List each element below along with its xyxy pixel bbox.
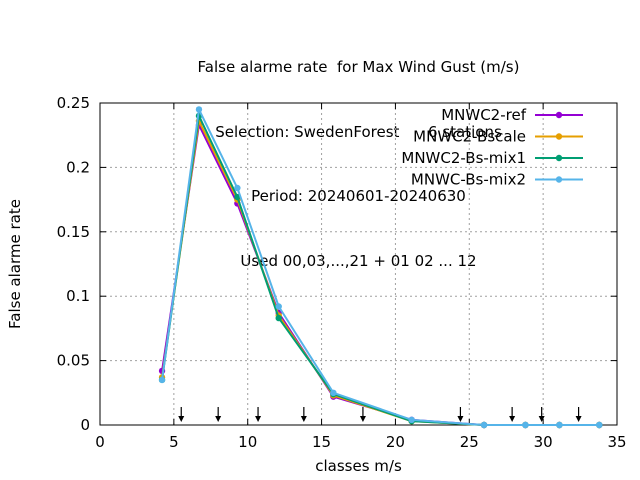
y-tick-label: 0.1 (66, 287, 90, 305)
x-tick-label: 25 (460, 433, 479, 451)
title-line-2: Selection: SwedenForest 6 stations (215, 122, 502, 141)
arrow-markers (178, 407, 582, 422)
series-MNWC2-Bs-mix1 (158, 112, 603, 429)
y-tick-label: 0.2 (66, 158, 90, 176)
data-point (234, 184, 241, 192)
data-point (596, 421, 603, 429)
legend-label: MNWC2-Bscale (413, 128, 526, 146)
x-tick-label: 5 (169, 433, 179, 451)
legend-label: MNWC2-Bs-mix1 (401, 149, 526, 167)
data-point (480, 421, 488, 429)
data-point (275, 314, 282, 322)
axis-ticks: 0 5 10 15 20 25 30 35 0 0.05 0.1 0.15 0.2 0.25 (57, 94, 627, 451)
legend-label: MNWC-Bs-mix2 (411, 171, 526, 189)
arrow-marker-icon (538, 416, 545, 422)
legend-marker (555, 111, 563, 119)
y-tick-label: 0.25 (57, 94, 90, 112)
y-tick-label: 0.05 (57, 352, 90, 370)
chart-title: False alarme rate for Max Wind Gust (m/s… (100, 14, 617, 294)
y-tick-label: 0.15 (57, 223, 90, 241)
arrow-marker-icon (575, 416, 582, 422)
arrow-marker-icon (457, 416, 464, 422)
arrow-marker-icon (509, 416, 516, 422)
series-line (161, 108, 600, 426)
arrow-marker-icon (178, 416, 185, 422)
data-point (275, 303, 282, 310)
title-line-4: Used 00,03,...,21 + 01 02 ... 12 (240, 251, 477, 270)
arrow-marker-icon (215, 416, 222, 422)
x-tick-label: 35 (607, 433, 626, 451)
legend-marker (555, 154, 563, 162)
data-point (195, 106, 203, 113)
data-point (408, 416, 415, 424)
plot-frame (99, 102, 618, 426)
data-point (556, 421, 563, 429)
title-line-3: Period: 20240601-20240630 (251, 187, 466, 205)
legend-marker (555, 133, 563, 140)
data-point (330, 389, 337, 396)
y-axis-label: False alarme rate (6, 199, 24, 329)
title-line-1: False alarme rate for Max Wind Gust (m/s… (197, 58, 520, 76)
x-tick-label: 20 (386, 433, 405, 451)
legend-label: MNWC2-ref (441, 106, 526, 124)
series-MNWC-Bs-mix2 (158, 106, 603, 429)
y-tick-label: 0 (80, 416, 90, 434)
legend-marker (555, 176, 563, 183)
arrow-marker-icon (255, 416, 262, 422)
x-axis-label: classes m/s (315, 457, 402, 475)
data-point (158, 376, 166, 384)
x-tick-label: 10 (238, 433, 257, 451)
data-point (522, 421, 529, 429)
series-line (161, 114, 600, 426)
series-layer (158, 106, 603, 429)
arrow-marker-icon (359, 416, 366, 422)
x-tick-label: 15 (312, 433, 331, 451)
x-tick-label: 0 (95, 433, 105, 451)
arrow-marker-icon (300, 416, 307, 422)
legend: MNWC2-ref MNWC2-Bscale MNWC2-Bs-mix1 MNWC-B… (401, 106, 583, 189)
grid-lines (100, 103, 617, 425)
x-tick-label: 30 (534, 433, 553, 451)
